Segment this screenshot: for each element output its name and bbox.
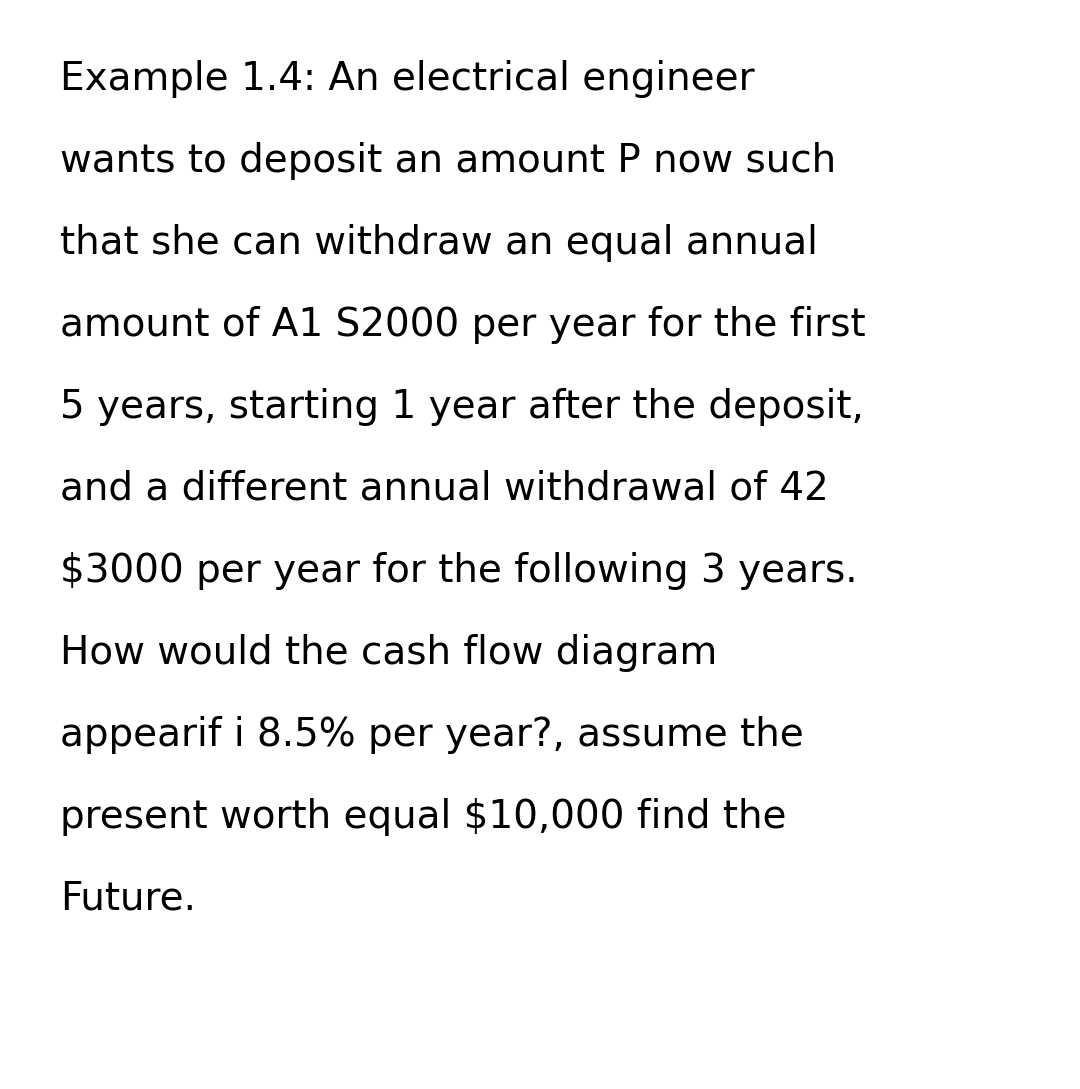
Text: How would the cash flow diagram: How would the cash flow diagram xyxy=(60,634,717,672)
Text: that she can withdraw an equal annual: that she can withdraw an equal annual xyxy=(60,224,818,262)
Text: wants to deposit an amount P now such: wants to deposit an amount P now such xyxy=(60,142,836,180)
Text: Future.: Future. xyxy=(60,880,195,918)
Text: Example 1.4: An electrical engineer: Example 1.4: An electrical engineer xyxy=(60,60,755,98)
Text: amount of A1 S2000 per year for the first: amount of A1 S2000 per year for the firs… xyxy=(60,306,866,344)
Text: present worth equal $10,000 find the: present worth equal $10,000 find the xyxy=(60,798,786,836)
Text: $3000 per year for the following 3 years.: $3000 per year for the following 3 years… xyxy=(60,552,858,590)
Text: 5 years, starting 1 year after the deposit,: 5 years, starting 1 year after the depos… xyxy=(60,388,864,426)
Text: and a different annual withdrawal of 42: and a different annual withdrawal of 42 xyxy=(60,470,828,507)
Text: appearif i 8.5% per year?, assume the: appearif i 8.5% per year?, assume the xyxy=(60,715,804,754)
